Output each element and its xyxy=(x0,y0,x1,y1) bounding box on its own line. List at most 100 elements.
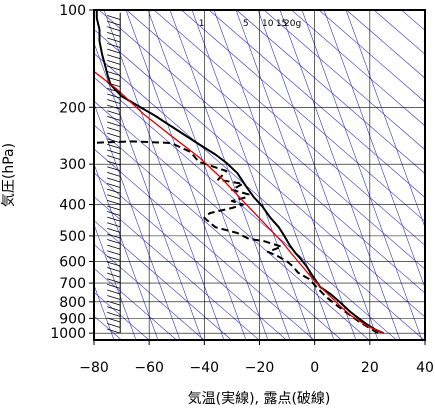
wind-barb xyxy=(107,20,121,26)
x-tick-label: −80 xyxy=(79,360,109,376)
wind-barbs xyxy=(107,12,121,334)
wind-barb xyxy=(107,87,121,93)
wind-barb xyxy=(107,26,121,32)
dry-adiabat-line xyxy=(94,29,425,318)
mixing-ratio-label: 20g xyxy=(284,19,301,29)
mixing-ratio-line xyxy=(94,223,137,340)
wind-barb xyxy=(107,138,121,144)
wind-barb xyxy=(107,54,121,60)
wind-barb xyxy=(107,278,121,284)
wind-barb xyxy=(107,71,121,76)
wind-barb xyxy=(107,59,121,65)
y-tick-label: 1000 xyxy=(50,326,86,342)
dry-adiabat-line xyxy=(94,124,342,340)
dry-adiabat-line xyxy=(94,196,260,340)
x-axis-title: 気温(実線), 露点(破線) xyxy=(188,391,331,407)
wind-barb xyxy=(107,115,121,121)
x-tick-label: −60 xyxy=(134,360,164,376)
dry-adiabat-line xyxy=(263,10,425,151)
wind-barb xyxy=(107,76,121,82)
y-axis-title: 気圧(hPa) xyxy=(1,143,17,207)
wind-barb xyxy=(107,171,121,177)
wind-barb xyxy=(107,211,121,216)
dry-adiabat-line xyxy=(94,100,370,340)
wind-barb xyxy=(107,216,121,222)
dewpoint-line xyxy=(94,140,379,335)
y-tick-label: 300 xyxy=(59,157,86,173)
mixing-ratio-line xyxy=(103,10,225,340)
mixing-ratio-line xyxy=(94,163,159,340)
wind-barb xyxy=(107,194,121,200)
mixing-ratio-label: 1 xyxy=(199,19,205,29)
y-tick-label: 200 xyxy=(59,100,86,116)
wind-barb xyxy=(107,227,121,233)
wind-barb xyxy=(107,149,121,155)
wind-barb xyxy=(107,317,121,323)
wind-barb xyxy=(107,239,121,244)
wind-barb xyxy=(107,127,121,132)
wind-barb xyxy=(107,177,121,183)
x-axis: −80 −60 −40 −20 0 20 40 xyxy=(79,340,434,376)
mixing-ratio-line xyxy=(301,10,423,340)
mixing-ratio-line xyxy=(191,10,313,340)
dry-adiabat-line xyxy=(94,244,205,340)
y-tick-label: 100 xyxy=(59,3,86,19)
wind-barb xyxy=(107,267,121,272)
wind-barb xyxy=(107,188,121,194)
wind-barb xyxy=(107,295,121,300)
wind-barb xyxy=(107,244,121,250)
wind-barb xyxy=(107,255,121,261)
dry-adiabat-line xyxy=(98,10,425,294)
x-tick-label: −20 xyxy=(245,360,275,376)
dry-adiabat-line xyxy=(94,76,397,340)
wind-barb xyxy=(107,48,121,54)
grid-lines xyxy=(94,10,425,340)
wind-barb xyxy=(107,99,121,104)
wind-barb xyxy=(107,289,121,295)
mixing-ratio-line xyxy=(257,10,379,340)
wind-barb xyxy=(107,31,121,37)
wind-barb xyxy=(107,323,121,328)
sounding-series xyxy=(94,10,384,335)
wind-barb xyxy=(107,222,121,228)
mixing-ratio-line xyxy=(125,10,247,340)
wind-barb xyxy=(107,160,121,166)
x-tick-label: 0 xyxy=(310,360,319,376)
mixing-ratio-label: 15 xyxy=(276,19,287,29)
mixing-ratio-line xyxy=(345,10,425,229)
wind-barb xyxy=(107,155,121,160)
mixing-ratio-line xyxy=(94,42,203,340)
parcel-line xyxy=(94,70,384,334)
wind-barb xyxy=(107,15,121,20)
mixing-ratio-line xyxy=(279,10,401,340)
y-tick-label: 600 xyxy=(59,254,86,270)
mixing-ratio-label: 5 xyxy=(243,19,249,29)
x-tick-label: −40 xyxy=(190,360,220,376)
wind-barb xyxy=(107,143,121,149)
wind-barb xyxy=(107,37,121,43)
dry-adiabat-line xyxy=(318,10,425,103)
wind-barb xyxy=(107,311,121,317)
mixing-ratio-label: 10 xyxy=(262,19,274,29)
y-tick-label: 700 xyxy=(59,276,86,292)
wind-barb xyxy=(107,183,121,188)
dry-adiabat-line xyxy=(94,220,232,340)
wind-barb xyxy=(107,110,121,116)
dry-adiabat-line xyxy=(94,53,425,340)
wind-barb xyxy=(107,306,121,312)
dry-adiabat-line xyxy=(291,10,425,127)
dry-adiabat-line xyxy=(94,267,177,340)
mixing-ratio-line xyxy=(147,10,269,340)
y-tick-label: 900 xyxy=(59,311,86,327)
wind-barb xyxy=(107,205,121,211)
wind-barb xyxy=(107,272,121,278)
dry-adiabat-line xyxy=(94,172,287,340)
wind-barb xyxy=(107,250,121,256)
temperature-line xyxy=(95,10,384,335)
wind-barb xyxy=(107,43,121,48)
mixing-ratio-line xyxy=(235,10,357,340)
wind-barb xyxy=(107,300,121,306)
